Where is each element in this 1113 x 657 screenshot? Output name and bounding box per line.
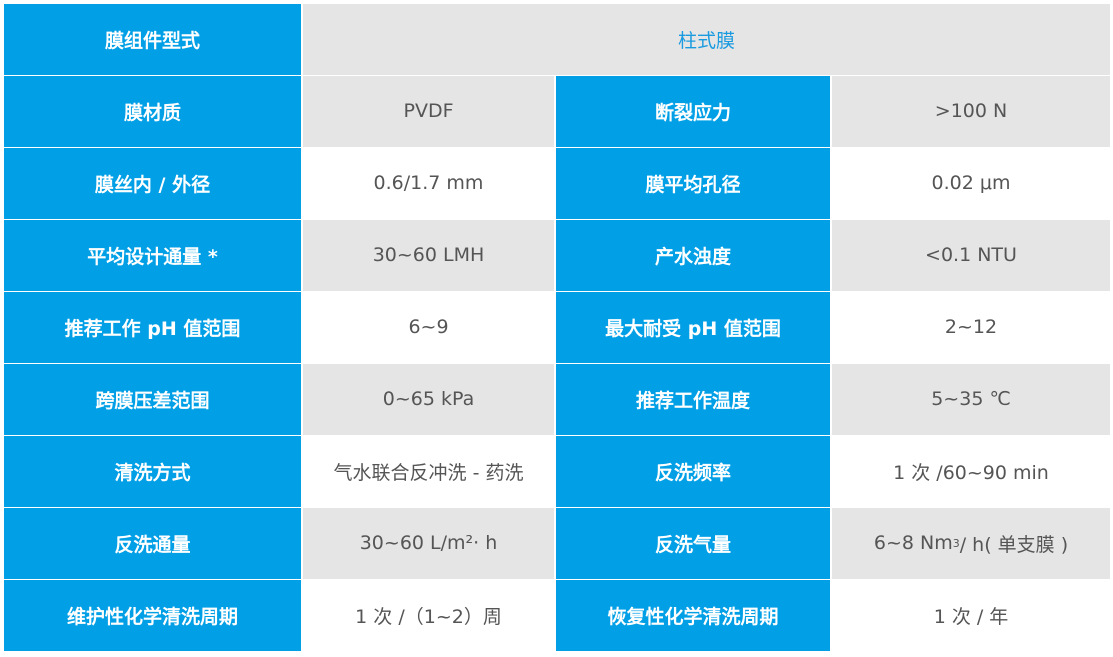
value-cell: 30~60 LMH <box>303 220 554 291</box>
value-cell: 0.02 μm <box>832 148 1110 219</box>
value-cell: 气水联合反冲洗 - 药洗 <box>303 436 554 507</box>
value-part: / h( 单支膜 ) <box>959 533 1069 556</box>
value-cell: 0.6/1.7 mm <box>303 148 554 219</box>
label-cell: 反洗气量 <box>556 508 830 579</box>
label-cell: 恢复性化学清洗周期 <box>556 580 830 651</box>
value-cell: 6~8 Nm 3/ h( 单支膜 ) <box>832 508 1110 579</box>
label-cell: 清洗方式 <box>4 436 301 507</box>
value-cell: 2~12 <box>832 292 1110 363</box>
label-cell: 膜平均孔径 <box>556 148 830 219</box>
label-cell: 最大耐受 pH 值范围 <box>556 292 830 363</box>
value-module-type: 柱式膜 <box>303 4 1110 75</box>
value-cell: 6~9 <box>303 292 554 363</box>
label-cell: 推荐工作温度 <box>556 364 830 435</box>
value-cell: PVDF <box>303 76 554 147</box>
value-part: 6~8 Nm <box>873 532 953 555</box>
value-cell: 1 次 / 年 <box>832 580 1110 651</box>
label-cell: 反洗频率 <box>556 436 830 507</box>
label-cell: 推荐工作 pH 值范围 <box>4 292 301 363</box>
label-cell: 断裂应力 <box>556 76 830 147</box>
label-cell: 膜材质 <box>4 76 301 147</box>
value-cell: 0~65 kPa <box>303 364 554 435</box>
label-cell: 平均设计通量 * <box>4 220 301 291</box>
value-cell: 1 次 /（1~2）周 <box>303 580 554 651</box>
label-cell: 反洗通量 <box>4 508 301 579</box>
value-cell: <0.1 NTU <box>832 220 1110 291</box>
value-cell: 30~60 L/m²· h <box>303 508 554 579</box>
label-module-type: 膜组件型式 <box>4 4 301 75</box>
spec-table: 膜组件型式 柱式膜 膜材质 PVDF 断裂应力 >100 N 膜丝内 / 外径 … <box>4 4 1110 651</box>
label-cell: 维护性化学清洗周期 <box>4 580 301 651</box>
value-cell: >100 N <box>832 76 1110 147</box>
label-cell: 产水浊度 <box>556 220 830 291</box>
superscript: 3 <box>952 536 960 550</box>
value-cell: 5~35 ℃ <box>832 364 1110 435</box>
value-cell: 1 次 /60~90 min <box>832 436 1110 507</box>
label-cell: 跨膜压差范围 <box>4 364 301 435</box>
label-cell: 膜丝内 / 外径 <box>4 148 301 219</box>
